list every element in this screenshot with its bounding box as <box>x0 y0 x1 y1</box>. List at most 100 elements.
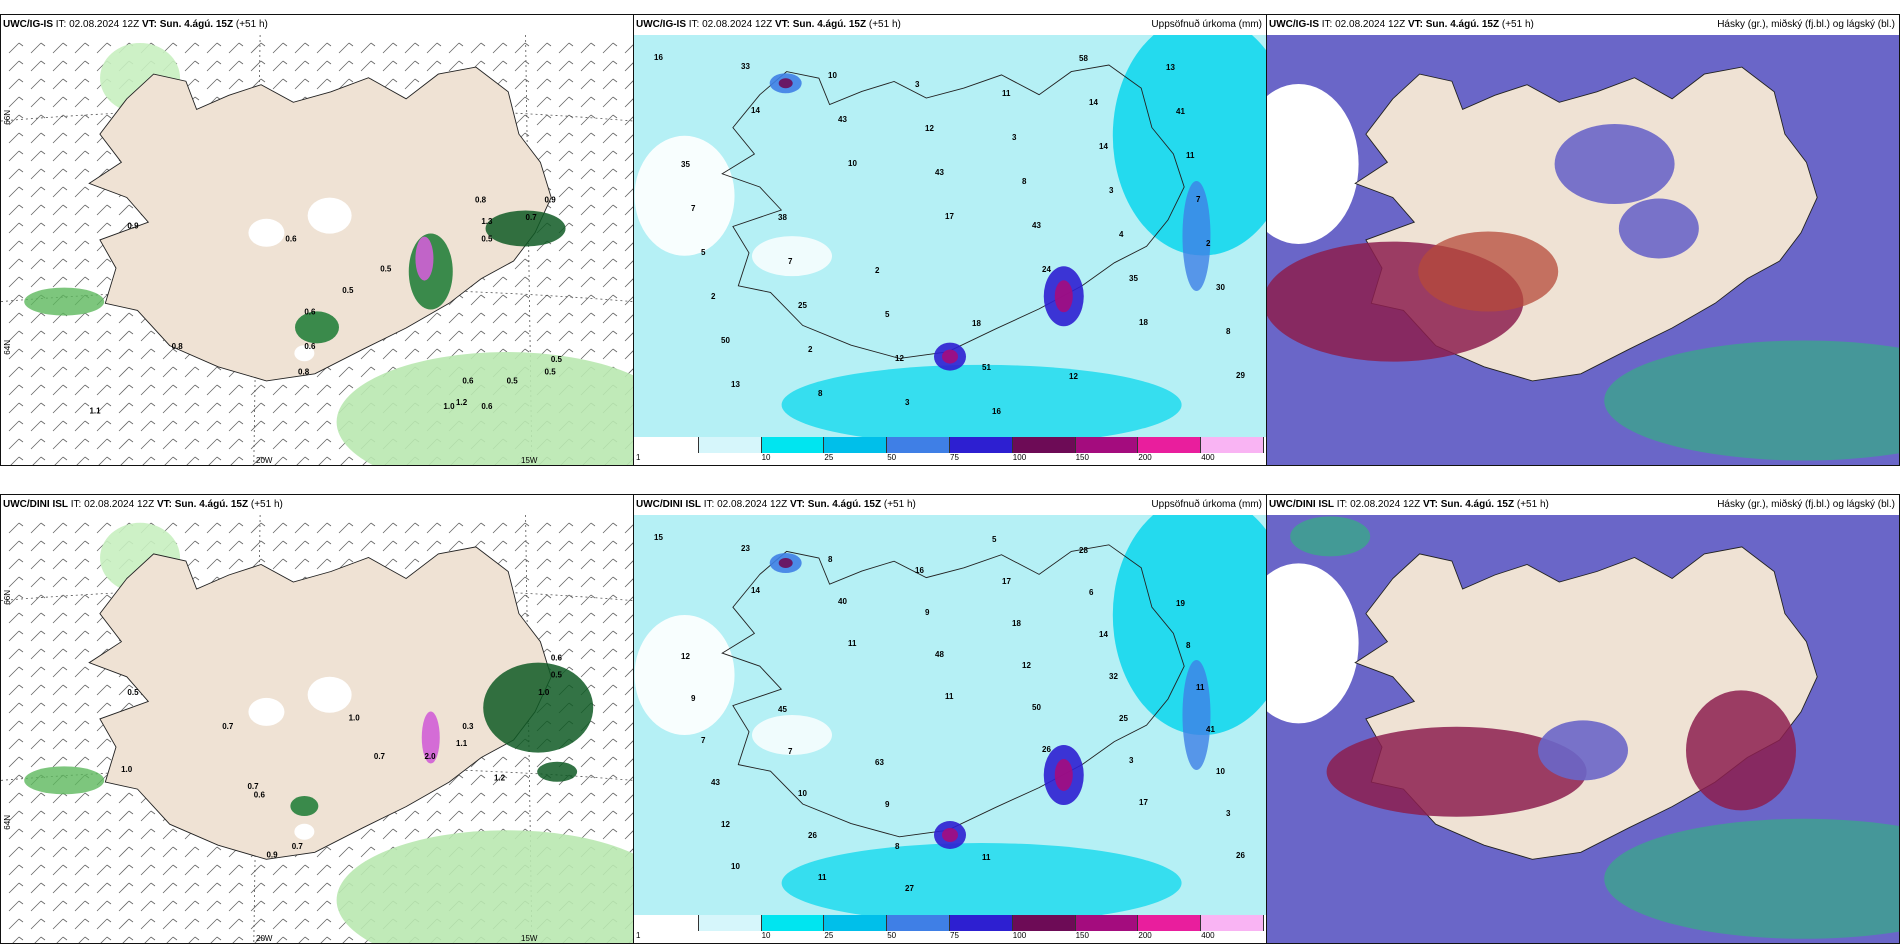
precip-value-label: 10 <box>798 789 807 798</box>
precip-value-label: 0.5 <box>551 355 563 364</box>
colorbar-swatch <box>887 437 950 453</box>
precip-value-label: 14 <box>1099 142 1108 151</box>
dry-area <box>634 615 735 735</box>
precip-value-label: 0.6 <box>551 654 563 663</box>
precip-core <box>778 558 793 568</box>
colorbar-tick-label: 75 <box>950 453 959 462</box>
precip-value-label: 6 <box>1089 588 1094 597</box>
precip-core <box>1182 660 1211 770</box>
precip-value-label: 2 <box>1206 239 1211 248</box>
colorbar-swatch <box>698 915 762 931</box>
precip-area <box>24 766 105 795</box>
precip-value-label: 12 <box>895 354 904 363</box>
dry-area <box>752 715 832 755</box>
colorbar-swatch <box>698 437 762 453</box>
precip-value-label: 1.1 <box>456 739 468 748</box>
precip-value-label: 43 <box>935 168 944 177</box>
precip-value-label: 1.0 <box>121 765 133 774</box>
low-cloud-area <box>1604 818 1899 939</box>
precip-value-label: 2.0 <box>424 752 436 761</box>
panel-header: UWC/DINI ISL IT: 02.08.2024 12Z VT: Sun.… <box>1267 495 1899 515</box>
precip-value-label: 11 <box>1196 683 1205 692</box>
colorbar-swatch <box>1075 915 1139 931</box>
precip-map: 16 14 10 17 24 18 29 33 43 43 43 35 8 13 10 12 8 4 30 50 8 3 3… <box>634 35 1266 437</box>
lon-label-15w: 15W <box>521 934 538 943</box>
precip-value-label: 10 <box>1216 767 1225 776</box>
precip-value-label: 7 <box>691 204 696 213</box>
precip-core <box>421 711 440 764</box>
precip-value-label: 0.5 <box>507 376 519 385</box>
colorbar-swatch <box>1201 915 1264 931</box>
precip-value-label: 18 <box>1012 619 1021 628</box>
precip-value-label: 50 <box>721 336 730 345</box>
precip-area <box>24 287 105 316</box>
colorbar-tick-label: 50 <box>887 453 897 462</box>
precip-value-label: 0.9 <box>266 850 278 859</box>
precip-value-label: 8 <box>1226 327 1231 336</box>
precip-value-label: 40 <box>838 597 847 606</box>
precip-core <box>483 662 594 753</box>
precip-value-label: 2 <box>875 266 880 275</box>
high-cloud-area <box>1686 690 1796 811</box>
precip-colorbar <box>636 915 1264 931</box>
precip-value-label: 0.6 <box>462 376 474 385</box>
colorbar-tick-label: 25 <box>824 453 834 462</box>
precip-value-label: 19 <box>1176 599 1185 608</box>
precip-value-label: 9 <box>885 800 890 809</box>
precip-value-label: 7 <box>788 747 793 756</box>
precip-area <box>336 830 633 943</box>
precip-value-label: 10 <box>848 159 857 168</box>
low-cloud-area <box>1290 516 1371 557</box>
map-svg: 1614101724182933434343358131012843050833… <box>634 35 1266 437</box>
panel-bottom-wind: UWC/DINI ISL IT: 02.08.2024 12Z VT: Sun.… <box>0 494 634 944</box>
precip-value-label: 13 <box>1166 63 1175 72</box>
precip-value-label: 27 <box>905 884 914 893</box>
precip-value-label: 43 <box>711 778 720 787</box>
precip-value-label: 0.5 <box>545 368 557 377</box>
map-svg <box>1267 35 1899 465</box>
precip-value-label: 23 <box>741 544 750 553</box>
precip-value-label: 0.6 <box>254 790 266 799</box>
mid-cloud-area <box>1538 720 1628 781</box>
cloud-map <box>1267 35 1899 465</box>
lat-label-66n: 66N <box>3 590 12 605</box>
colorbar-swatch <box>1138 437 1202 453</box>
precip-value-label: 43 <box>838 115 847 124</box>
precip-value-label: 17 <box>945 212 954 221</box>
precip-value-label: 2 <box>808 345 813 354</box>
precip-value-label: 3 <box>905 398 910 407</box>
colorbar-tick-label: 10 <box>761 931 771 940</box>
precip-value-label: 14 <box>1089 98 1098 107</box>
precip-value-label: 1.3 <box>481 217 493 226</box>
panel-header: UWC/DINI ISL IT: 02.08.2024 12Z VT: Sun.… <box>634 495 1266 515</box>
precip-value-label: 28 <box>1079 546 1088 555</box>
precip-value-label: 12 <box>1069 372 1078 381</box>
precip-value-label: 8 <box>1186 641 1191 650</box>
colorbar-tick-label: 1 <box>636 931 641 940</box>
precip-value-label: 17 <box>1139 798 1148 807</box>
colorbar-labels: 1 10 25 50 75 100 150 200 400 <box>636 453 1264 465</box>
precip-core <box>415 236 434 281</box>
map-svg: 0.50.71.00.70.70.61.00.90.71.20.31.12.00… <box>1 515 633 943</box>
panel-bottom-cloud: UWC/DINI ISL IT: 02.08.2024 12Z VT: Sun.… <box>1266 494 1900 944</box>
panel-top-wind: UWC/IG-IS IT: 02.08.2024 12Z VT: Sun. 4.… <box>0 14 634 466</box>
low-cloud-area <box>1604 340 1899 461</box>
colorbar-tick-label: 50 <box>887 931 897 940</box>
precip-value-label: 14 <box>751 586 760 595</box>
precip-value-label: 15 <box>654 533 663 542</box>
precip-value-label: 18 <box>972 319 981 328</box>
colorbar-swatch <box>1138 915 1202 931</box>
precip-value-label: 63 <box>875 758 884 767</box>
precip-value-label: 1.1 <box>89 406 101 415</box>
glacier <box>248 697 285 726</box>
iceland-outline <box>721 544 1185 838</box>
precip-value-label: 7 <box>1196 195 1201 204</box>
glacier <box>307 676 352 713</box>
precip-value-label: 3 <box>915 80 920 89</box>
precip-value-label: 0.7 <box>526 213 538 222</box>
wind-precip-map: 0.9 0.6 0.5 0.5 0.6 0.8 0.6 0.8 1.1 0.8 0.5 1.3 0.7 0… <box>1 35 633 465</box>
colorbar-tick-label: 100 <box>1012 453 1027 462</box>
precip-value-label: 0.7 <box>247 782 259 791</box>
precip-value-label: 0.7 <box>292 842 304 851</box>
precip-value-label: 0.5 <box>380 265 392 274</box>
